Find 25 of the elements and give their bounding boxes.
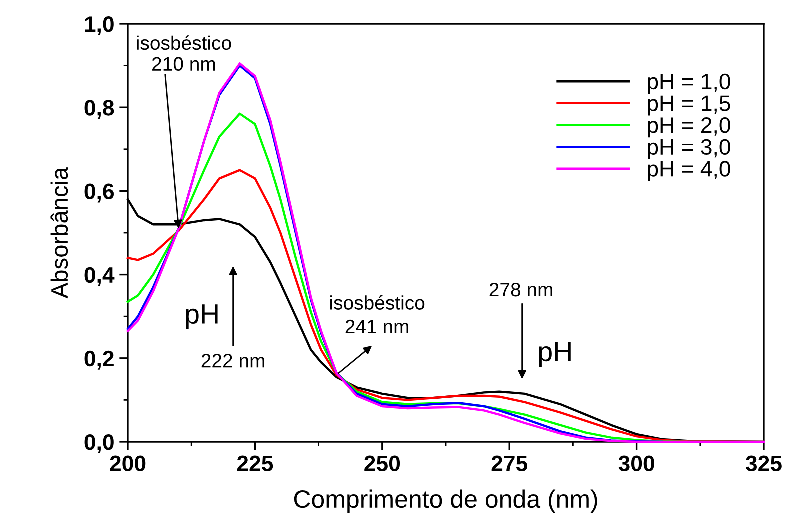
- x-tick-label: 250: [364, 456, 400, 472]
- legend-label: pH = 1,5: [648, 96, 730, 116]
- x-tick-label: 325: [746, 456, 782, 472]
- annotation: 278 nm: [490, 282, 552, 297]
- annotation: 222 nm: [202, 354, 264, 368]
- y-axis-title: Absorbância: [50, 167, 68, 299]
- y-tick-label: 0,0: [84, 434, 114, 454]
- legend-label: pH = 1,0: [648, 74, 730, 94]
- annotation: pH: [539, 342, 571, 368]
- legend-label: pH = 4,0: [648, 161, 730, 182]
- y-tick-label: 0,6: [84, 184, 114, 203]
- x-tick-label: 200: [110, 456, 146, 472]
- y-tick-label: 0,2: [84, 350, 114, 370]
- x-tick-label: 300: [618, 456, 654, 472]
- x-axis-title: Comprimento de onda (nm): [294, 490, 598, 514]
- x-tick-label: 275: [492, 456, 528, 472]
- y-tick-label: 0,8: [84, 100, 114, 120]
- annotation: pH: [186, 304, 218, 330]
- x-tick-label: 225: [237, 456, 274, 472]
- legend-label: pH = 2,0: [648, 118, 730, 138]
- y-tick-label: 1,0: [85, 16, 114, 36]
- annotation: isosbéstico 241 nm: [330, 295, 425, 334]
- annotation: isosbéstico 210 nm: [137, 36, 232, 72]
- legend-label: pH = 3,0: [648, 139, 730, 160]
- y-tick-label: 0,4: [84, 267, 115, 286]
